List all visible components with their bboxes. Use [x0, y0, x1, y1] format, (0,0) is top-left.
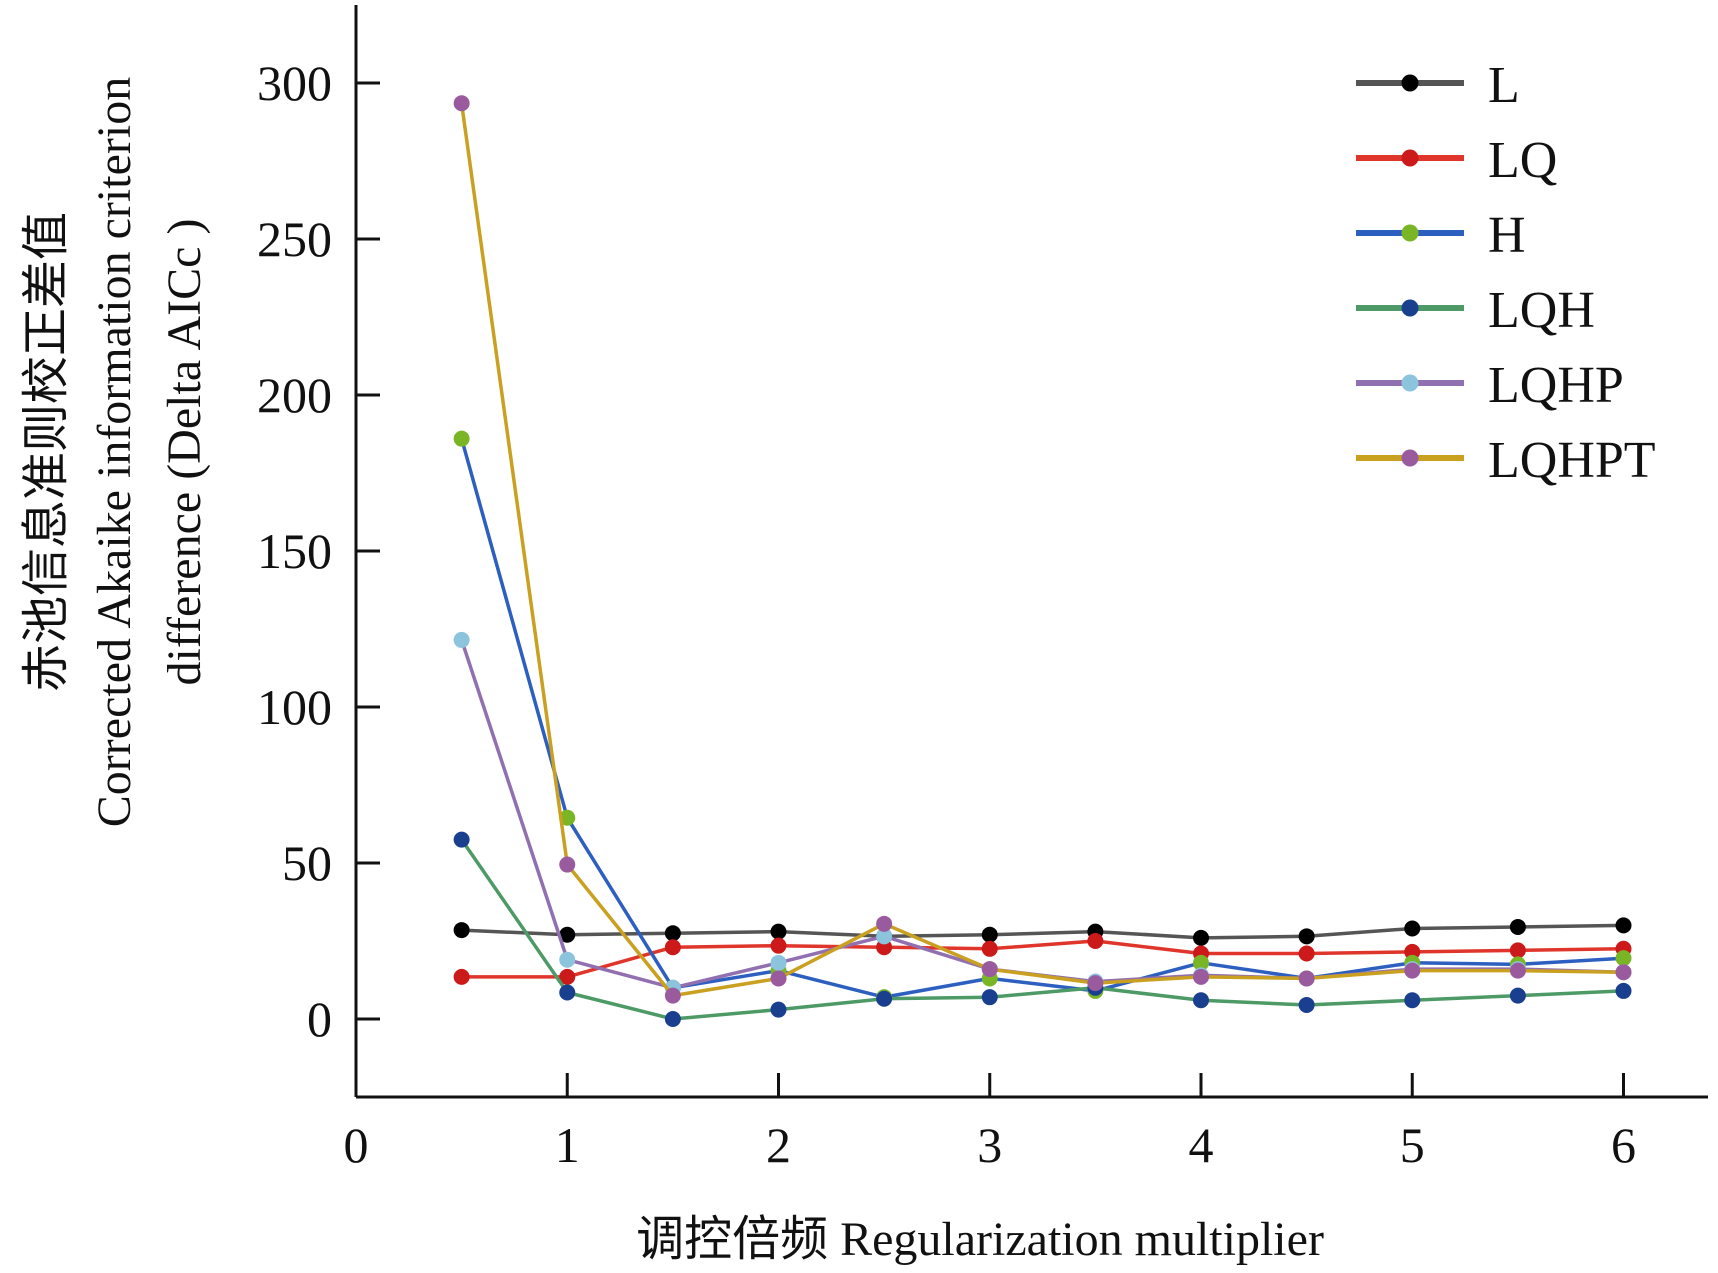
legend-swatch-marker-lqhpt	[1401, 449, 1419, 467]
legend-item-l: L	[1356, 57, 1520, 114]
data-point-lqhpt	[770, 970, 787, 987]
data-point-l	[1509, 918, 1526, 935]
data-point-lqh	[876, 990, 893, 1007]
data-point-lqh	[559, 984, 576, 1001]
data-point-lq	[664, 939, 681, 956]
legend-swatch-marker-h	[1401, 224, 1419, 242]
legend-label-l: L	[1488, 57, 1520, 114]
data-point-lq	[1087, 933, 1104, 949]
data-point-l	[1193, 929, 1209, 946]
data-point-h	[453, 430, 470, 447]
legend-label-lq: LQ	[1488, 132, 1557, 189]
legend-item-lqh: LQH	[1356, 282, 1595, 339]
series-line-lq	[461, 939, 1624, 979]
data-point-l	[1615, 917, 1632, 934]
y-tick-label: 250	[257, 211, 332, 267]
data-point-lq	[1509, 942, 1526, 959]
data-point-lqh	[1193, 992, 1209, 1009]
data-point-lqhpt	[1193, 968, 1209, 985]
data-point-lqh	[1509, 987, 1526, 1004]
x-tick-label: 0	[344, 1117, 369, 1173]
data-point-lqhpt	[981, 961, 998, 978]
data-point-l	[1404, 920, 1421, 937]
x-tick-label: 2	[766, 1117, 791, 1173]
data-point-lqh	[1298, 996, 1315, 1013]
data-point-h	[1193, 954, 1209, 971]
data-point-lqhpt	[1509, 962, 1526, 979]
data-point-lqhp	[453, 631, 470, 648]
legend-label-lqhp: LQHP	[1488, 357, 1624, 414]
legend-item-lqhp: LQHP	[1356, 357, 1624, 414]
data-point-lq	[981, 940, 998, 957]
data-point-lqhpt	[453, 95, 470, 112]
legend-swatch-marker-lqhp	[1401, 374, 1419, 392]
data-point-lqh	[770, 1001, 787, 1018]
data-point-lqhpt	[876, 915, 893, 932]
data-point-lqh	[664, 1011, 681, 1027]
series-lqhpt	[453, 95, 1632, 1004]
y-tick-label: 0	[307, 991, 332, 1047]
data-point-lqhp	[770, 954, 787, 971]
legend-label-lqh: LQH	[1488, 282, 1595, 339]
legend-swatch-marker-lq	[1401, 149, 1419, 167]
y-tick-label: 150	[257, 523, 332, 579]
data-point-lqhpt	[1087, 975, 1104, 992]
legend-label-lqhpt: LQHPT	[1488, 432, 1656, 489]
x-tick-label: 6	[1611, 1117, 1636, 1173]
legend-item-lq: LQ	[1356, 132, 1557, 189]
y-tick-label: 300	[257, 55, 332, 111]
data-point-lqhpt	[1615, 964, 1632, 981]
series-h	[453, 430, 1632, 1006]
legend-item-h: H	[1356, 207, 1526, 264]
data-point-lq	[453, 968, 470, 985]
y-tick-label: 50	[282, 835, 332, 891]
data-point-l	[981, 926, 998, 943]
y-axis-title-line-3: difference (Delta AICc )	[158, 219, 211, 686]
data-point-lqhpt	[664, 987, 681, 1004]
data-point-lqh	[981, 989, 998, 1006]
data-point-lqhp	[559, 951, 576, 968]
data-point-l	[1298, 928, 1315, 945]
data-point-lq	[770, 937, 787, 954]
data-point-l	[770, 923, 787, 940]
y-axis-title: 赤池信息准则校正差值 Corrected Akaike information …	[20, 77, 211, 827]
data-point-lq	[1298, 945, 1315, 962]
legend-swatch-marker-l	[1401, 74, 1419, 92]
data-point-lqh	[1615, 982, 1632, 999]
series-line-lqhp	[459, 639, 1624, 990]
series-line-lqhpt	[459, 103, 1624, 998]
legend-swatch-marker-lqh	[1401, 299, 1419, 317]
data-point-l	[559, 926, 576, 943]
y-axis-title-line-1: 赤池信息准则校正差值	[20, 212, 73, 692]
y-tick-label: 100	[257, 679, 332, 735]
data-point-h	[1615, 950, 1632, 967]
legend-label-h: H	[1488, 207, 1526, 264]
series-line-h	[459, 438, 1624, 999]
data-point-lqh	[453, 831, 470, 848]
data-point-lqhpt	[1298, 970, 1315, 987]
y-axis-title-line-2: Corrected Akaike information criterion	[88, 77, 141, 827]
data-point-lq	[559, 968, 576, 985]
data-point-l	[664, 925, 681, 942]
x-tick-label: 4	[1189, 1117, 1214, 1173]
series-line-l	[461, 923, 1624, 940]
x-tick-label: 1	[555, 1117, 580, 1173]
series-line-lqh	[460, 838, 1624, 1021]
y-tick-label: 200	[257, 367, 332, 423]
x-axis-title: 调控倍频 Regularization multiplier	[636, 1213, 1324, 1266]
x-tick-label: 5	[1400, 1117, 1425, 1173]
x-tick-label: 3	[977, 1117, 1002, 1173]
data-point-lqh	[1404, 992, 1421, 1009]
axes: 0 50 100 150 200 250 300 0 1 2 3 4 5 6	[257, 5, 1708, 1173]
data-point-l	[453, 922, 470, 939]
data-point-lqhpt	[559, 856, 576, 873]
data-point-lqhp	[876, 928, 893, 945]
legend-item-lqhpt: LQHPT	[1356, 432, 1656, 489]
data-point-lqhpt	[1404, 962, 1421, 979]
data-point-h	[559, 809, 576, 826]
series-layer	[453, 95, 1632, 1027]
